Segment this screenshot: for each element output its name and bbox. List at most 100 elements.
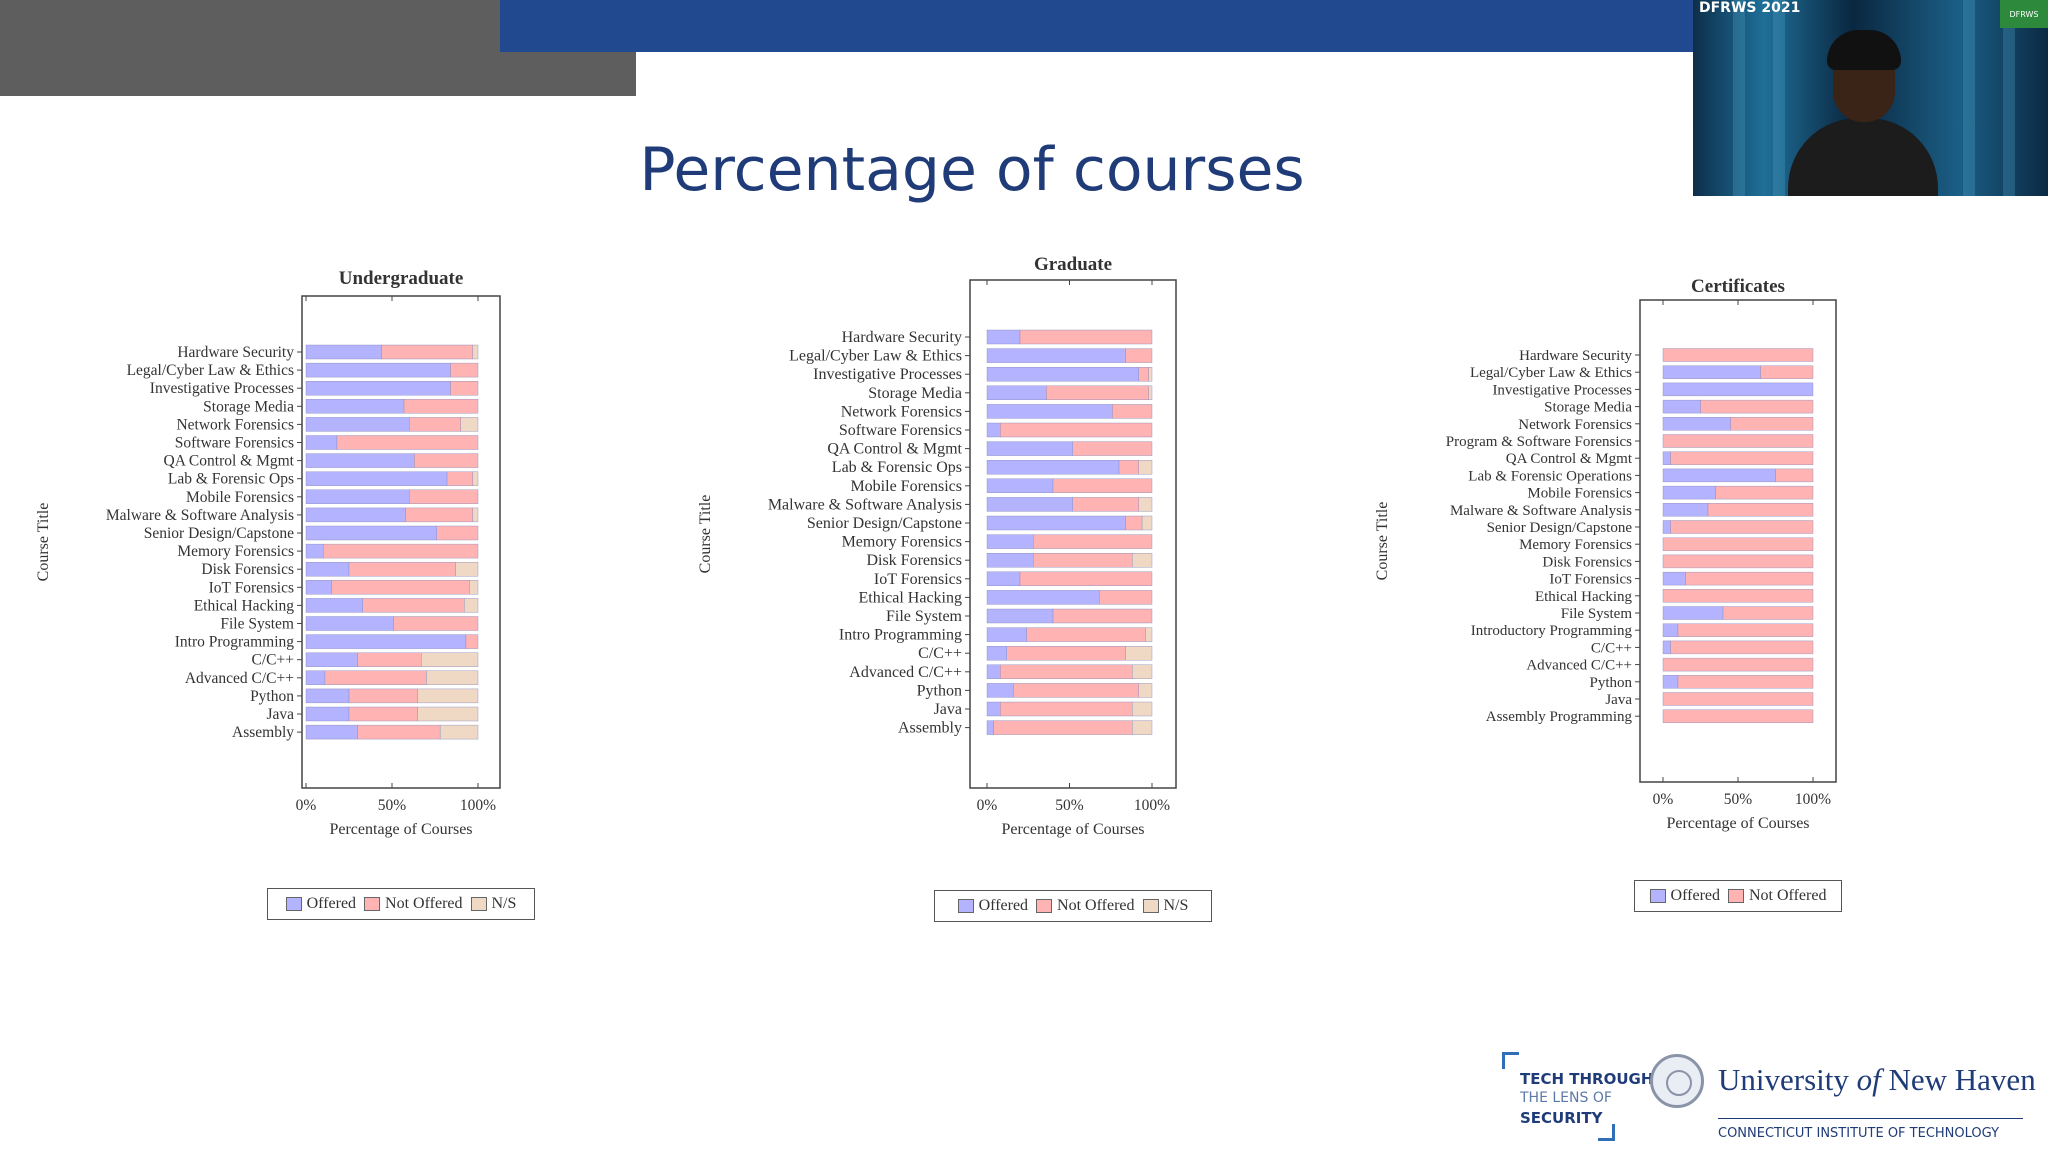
bar-not-offered (1006, 646, 1126, 661)
bar-offered (1662, 640, 1671, 655)
curtain-fold (2003, 0, 2015, 196)
legend-undergraduate: Offered Not Offered N/S (267, 888, 535, 920)
bar-offered (986, 646, 1007, 661)
y-tick-label: Disk Forensics (866, 552, 962, 569)
bar-offered (305, 489, 410, 504)
bar-offered (1662, 520, 1671, 534)
bar-offered (986, 422, 1001, 438)
bar-not-offered (1072, 497, 1140, 512)
bar-n-s (439, 724, 479, 740)
y-tick-label: Mobile Forensics (850, 478, 962, 495)
bar-not-offered (436, 525, 479, 541)
tech-through-lens-logo: TECH THROUGH THE LENS OF SECURITY (1500, 1048, 1653, 1142)
bar-not-offered (1662, 554, 1814, 569)
bar-offered (1662, 623, 1679, 637)
y-tick-label: Lab & Forensic Operations (1468, 468, 1632, 484)
bar-offered (305, 580, 332, 595)
logo-line-1: TECH THROUGH (1520, 1070, 1654, 1088)
bar-offered (986, 701, 1001, 717)
y-tick-label: QA Control & Mgmt (1506, 451, 1633, 467)
y-tick-label: Memory Forensics (842, 534, 962, 551)
bar-not-offered (393, 616, 479, 631)
y-tick-label: Assembly (232, 724, 294, 741)
bar-n-s (1148, 385, 1153, 400)
bar-not-offered (450, 362, 479, 378)
bar-offered (986, 534, 1034, 549)
y-tick-label: IoT Forensics (209, 579, 294, 596)
bar-offered (986, 683, 1014, 698)
slide-title: Percentage of courses (639, 135, 1305, 205)
bar-offered (986, 664, 1001, 679)
bar-not-offered (348, 688, 419, 704)
bar-offered (986, 497, 1074, 512)
bar-offered (305, 543, 324, 559)
bar-not-offered (409, 489, 479, 504)
bar-offered (1662, 468, 1776, 483)
bar-not-offered (1662, 709, 1814, 723)
y-tick-label: Mobile Forensics (186, 489, 294, 506)
x-tick-label: 100% (1795, 791, 1831, 808)
bar-n-s (1145, 627, 1153, 642)
y-tick-label: IoT Forensics (874, 571, 962, 588)
bar-not-offered (1662, 657, 1814, 672)
bar-offered (986, 590, 1100, 605)
bar-not-offered (1685, 571, 1814, 586)
bar-not-offered (362, 598, 465, 613)
bar-offered (986, 553, 1034, 568)
y-tick-label: Advanced C/C++ (185, 670, 294, 687)
bar-offered (986, 367, 1140, 382)
bar-offered (1662, 382, 1814, 397)
bar-not-offered (1730, 417, 1814, 431)
bar-n-s (455, 562, 479, 577)
y-tick-label: File System (886, 608, 963, 625)
legend-swatch-not-offered (364, 897, 381, 911)
undergraduate-y-axis-label: Course Title (35, 503, 52, 582)
bar-not-offered (1670, 451, 1814, 465)
x-tick-label: 0% (1653, 791, 1674, 808)
bar-offered (986, 515, 1126, 531)
x-tick-label: 0% (296, 797, 317, 814)
y-tick-label: Program & Software Forensics (1446, 434, 1632, 450)
bar-offered (1662, 417, 1731, 431)
legend-item-not-offered: Not Offered (1728, 887, 1826, 905)
bar-offered (986, 571, 1021, 586)
bar-not-offered (1670, 520, 1814, 534)
graduate-y-axis-label: Course Title (697, 495, 714, 574)
y-tick-label: Network Forensics (841, 403, 962, 420)
bar-not-offered (1662, 589, 1814, 603)
bar-offered (305, 724, 358, 740)
bar-n-s (472, 471, 479, 486)
y-tick-label: Python (250, 688, 294, 705)
logo-line-2: THE LENS OF (1520, 1090, 1612, 1106)
bar-offered (986, 478, 1054, 493)
legend-swatch-offered (285, 897, 302, 911)
y-tick-label: C/C++ (252, 652, 294, 669)
legend-item-offered: Offered (285, 895, 356, 913)
y-tick-label: Software Forensics (839, 422, 962, 439)
x-tick-label: 0% (977, 797, 998, 814)
bracket-icon (1502, 1052, 1519, 1069)
y-tick-label: Lab & Forensic Ops (832, 459, 962, 476)
bar-offered (305, 670, 326, 685)
y-tick-label: Investigative Processes (1492, 382, 1632, 398)
legend-swatch-not-offered (1036, 899, 1053, 913)
bar-offered (1662, 451, 1671, 465)
certificates-x-axis-label: Percentage of Courses (1666, 815, 1809, 832)
bar-not-offered (1072, 441, 1153, 456)
bar-not-offered (1098, 590, 1153, 605)
y-tick-label: Ethical Hacking (858, 589, 962, 606)
bar-n-s (417, 706, 479, 722)
y-tick-label: Software Forensics (175, 435, 294, 452)
bar-offered (305, 435, 338, 450)
y-tick-label: QA Control & Mgmt (827, 441, 962, 458)
bar-not-offered (331, 580, 470, 595)
bar-not-offered (348, 706, 419, 722)
bar-not-offered (1000, 664, 1133, 679)
bar-n-s (417, 688, 479, 704)
bar-offered (1662, 675, 1679, 689)
bar-n-s (469, 580, 479, 595)
legend-item-ns: N/S (1142, 897, 1188, 915)
y-tick-label: Hardware Security (842, 329, 962, 346)
bar-offered (986, 404, 1113, 419)
